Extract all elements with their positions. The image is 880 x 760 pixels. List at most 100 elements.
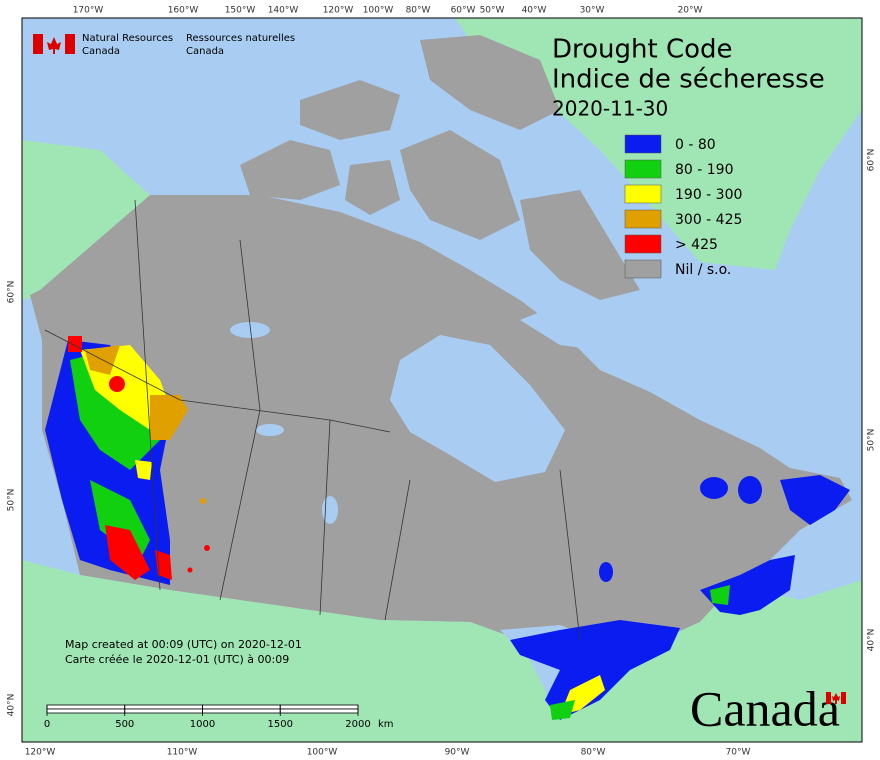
title-fr: Indice de sécheresse: [552, 65, 825, 95]
hudson-bay: [390, 335, 565, 482]
legend: 0 - 80 80 - 190 190 - 300 300 - 425 > 425 Nil…: [624, 134, 742, 279]
map-frame: [21, 17, 863, 743]
longitude-label: 120°W: [25, 748, 56, 758]
island: [345, 160, 400, 215]
longitude-label: 30°W: [580, 6, 605, 16]
longitude-label: 20°W: [678, 6, 703, 16]
island: [520, 190, 640, 300]
agency-fr: Ressources naturelles: [186, 33, 295, 44]
legend-label: 190 - 300: [675, 187, 742, 203]
border: [219, 239, 261, 601]
drought-area: [105, 525, 150, 580]
scale-bar: 0 500 1000 1500 2000 km: [44, 704, 394, 730]
flag-leaf: [832, 693, 840, 704]
longitude-label: 60°W: [451, 6, 476, 16]
longitude-label: 90°W: [445, 748, 470, 758]
flag-bar: [65, 34, 75, 54]
drought-area: [780, 475, 850, 525]
drought-areas: [45, 336, 850, 720]
latitude-label: 60°N: [867, 149, 877, 172]
longitude-label: 50°W: [480, 6, 505, 16]
latitude-label: 40°N: [867, 629, 877, 652]
drought-area: [738, 476, 762, 504]
border: [44, 329, 391, 433]
lake: [230, 322, 270, 338]
scale-segment: [124, 704, 203, 710]
drought-area: [510, 620, 680, 720]
legend-swatch: [624, 134, 662, 154]
drought-area: [109, 376, 125, 392]
legend-label: Nil / s.o.: [675, 262, 731, 278]
scale-segment: [124, 708, 203, 714]
drought-area: [200, 498, 206, 504]
agency-fr: Canada: [186, 46, 224, 57]
longitude-label: 70°W: [726, 748, 751, 758]
drought-area: [150, 395, 188, 440]
latitude-label: 50°N: [7, 489, 17, 512]
scale-segment: [202, 704, 281, 710]
longitude-label: 100°W: [363, 6, 394, 16]
graticule-labels: 170°W 160°W 150°W 140°W 120°W 100°W 80°W 60°W 50…: [7, 6, 877, 758]
border: [559, 469, 581, 641]
alaska: [22, 140, 150, 300]
flag-bar: [33, 34, 43, 54]
scale-label: 1500: [268, 719, 293, 730]
longitude-label: 100°W: [307, 748, 338, 758]
legend-swatch: [624, 184, 662, 204]
longitude-label: 140°W: [268, 6, 299, 16]
longitude-label: 40°W: [522, 6, 547, 16]
frame: [21, 17, 863, 743]
legend-swatch: [624, 209, 662, 229]
credit: Map created at 00:09 (UTC) on 2020-12-01: [65, 638, 302, 651]
legend-swatch: [624, 259, 662, 279]
drought-area: [204, 545, 210, 551]
agency-en: Canada: [82, 46, 120, 57]
lake: [256, 424, 284, 436]
island: [420, 35, 560, 130]
island: [400, 130, 520, 240]
legend-swatch: [624, 159, 662, 179]
borders: [44, 199, 581, 641]
drought-area: [710, 585, 730, 605]
legend-label: 80 - 190: [675, 162, 734, 178]
arctic-islands: [240, 35, 640, 300]
date: 2020-11-30: [552, 97, 668, 121]
longitude-label: 160°W: [168, 6, 199, 16]
drought-area: [68, 336, 82, 352]
island: [240, 140, 340, 200]
scale-segment: [46, 704, 126, 710]
scale-segment: [46, 708, 126, 714]
flag-leaf: [47, 37, 61, 54]
longitude-label: 170°W: [73, 6, 104, 16]
scale-label: 1000: [190, 719, 215, 730]
flag-bar: [841, 692, 846, 704]
lake: [322, 496, 338, 524]
legend-label: 0 - 80: [675, 137, 716, 153]
latitude-label: 50°N: [867, 429, 877, 452]
longitude-label: 110°W: [167, 748, 198, 758]
agency: Natural Resources Canada Ressources natu…: [33, 33, 295, 57]
wordmark-flag: [826, 692, 846, 704]
legend-swatch: [624, 234, 662, 254]
longitude-label: 150°W: [225, 6, 256, 16]
scale-label: 500: [115, 719, 134, 730]
title-en: Drought Code: [552, 35, 733, 65]
border: [384, 479, 411, 621]
longitude-label: 80°W: [581, 748, 606, 758]
scale-segment: [279, 704, 359, 710]
longitude-label: 120°W: [323, 6, 354, 16]
border: [134, 199, 161, 591]
agency-en: Natural Resources: [82, 33, 173, 44]
scale-segment: [279, 708, 359, 714]
drought-area: [135, 460, 152, 480]
scale-label: 2000: [345, 719, 370, 730]
longitude-label: 80°W: [406, 6, 431, 16]
island: [300, 80, 400, 140]
drought-area: [700, 477, 728, 499]
scale-label: 0: [44, 719, 50, 730]
drought-area: [599, 562, 613, 582]
flag-bar: [826, 692, 831, 704]
wordmark: Canada: [690, 680, 840, 736]
credit: Carte créée le 2020-12-01 (UTC) à 00:09: [65, 653, 289, 666]
